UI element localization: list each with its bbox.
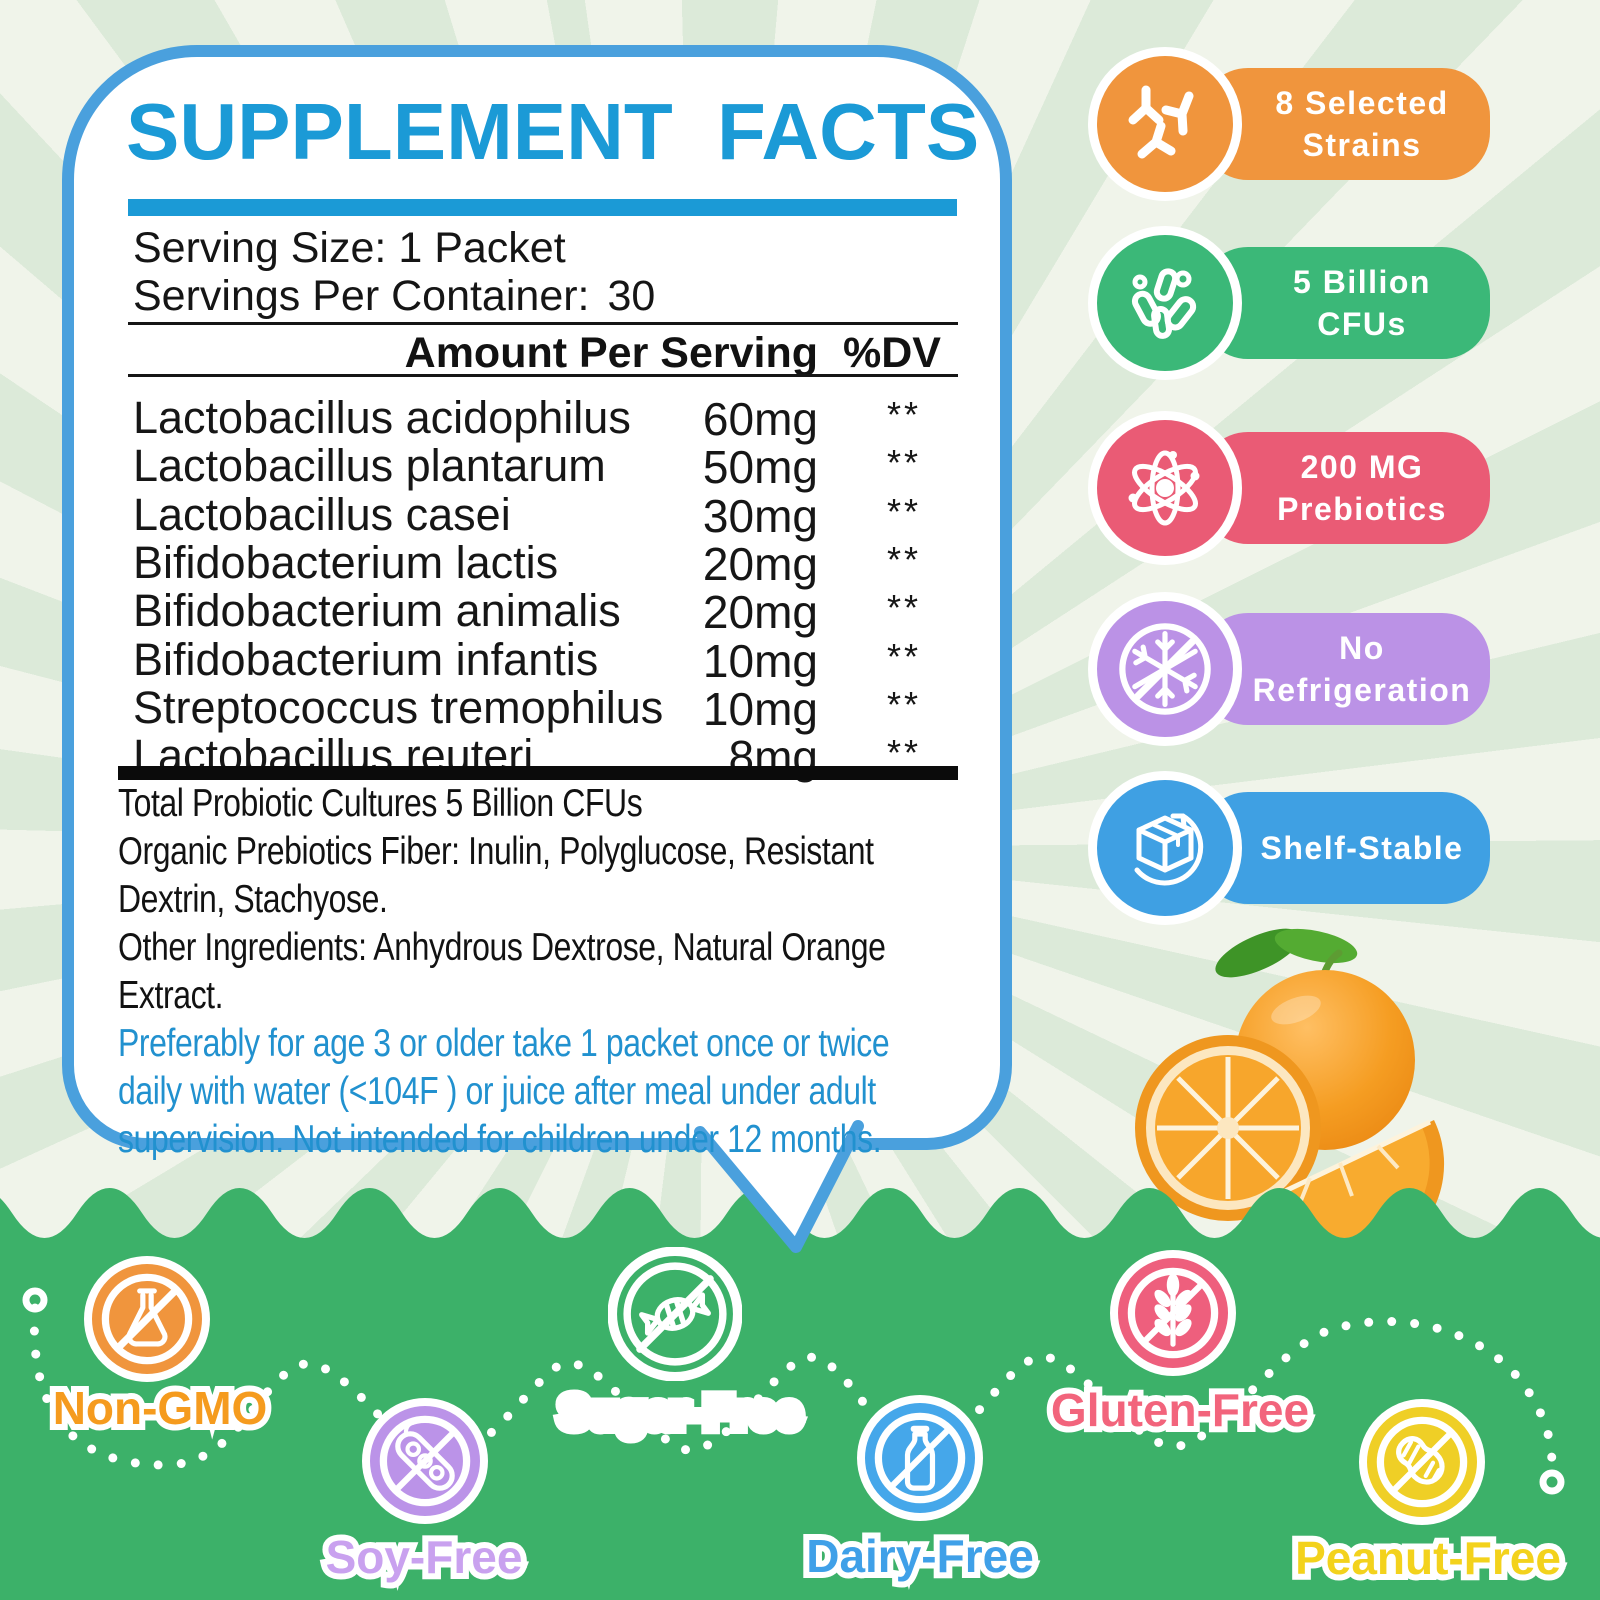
soy-free-badge: [362, 1398, 488, 1524]
thick-divider: [118, 766, 958, 780]
info-line: Total Probiotic Cultures 5 Billion CFUs: [118, 782, 643, 825]
directions-line: Preferably for age 3 or older take 1 pac…: [118, 1022, 890, 1065]
shelf-stable-box-icon: [1134, 813, 1204, 886]
ingredient-amount: 50mg: [702, 441, 818, 493]
dairy-free-label: Dairy-Free: [750, 1529, 1090, 1583]
pill-text: CFUs: [1317, 306, 1407, 342]
table-row: Bifidobacterium animalis 20mg **: [0, 585, 1000, 638]
ingredient-dv: **: [886, 636, 922, 677]
pill-text: 200 MG: [1300, 449, 1424, 485]
no-sugar-candy-icon: [608, 1247, 742, 1381]
ingredient-dv: **: [886, 491, 922, 532]
gluten-free-label: Gluten-Free: [1010, 1383, 1350, 1437]
ingredient-name: Bifidobacterium infantis: [133, 634, 599, 685]
amount-per-serving-header: Amount Per Serving: [404, 329, 818, 377]
ingredient-amount: 60mg: [702, 393, 818, 445]
sugar-free-label: Sugar-Free: [510, 1385, 850, 1439]
prebiotics-circle: [1088, 411, 1242, 565]
table-row: Bifidobacterium lactis 20mg **: [0, 537, 1000, 590]
pill-text: Prebiotics: [1277, 491, 1447, 527]
pill-text: Refrigeration: [1252, 672, 1472, 708]
ingredient-dv: **: [886, 539, 922, 580]
soy-free-label: Soy-Free: [254, 1530, 594, 1584]
ingredient-dv: **: [886, 442, 922, 483]
atom-icon: [1128, 450, 1200, 526]
no-soy-icon: [379, 1415, 471, 1507]
peanut-free-label: Peanut-Free: [1258, 1531, 1598, 1585]
non-gmo-badge: [84, 1256, 210, 1382]
directions-line: supervision. Not intended for children u…: [118, 1118, 882, 1161]
ingredient-dv: **: [886, 394, 922, 435]
table-row: Lactobacillus plantarum 50mg **: [0, 440, 1000, 493]
ingredient-amount: 20mg: [702, 586, 818, 638]
prebiotics-pill: 200 MG Prebiotics: [1200, 432, 1490, 544]
ingredient-name: Streptococcus tremophilus: [133, 682, 664, 733]
servings-value: 30: [607, 272, 656, 320]
strains-pill: 8 Selected Strains: [1200, 68, 1490, 180]
ingredient-name: Lactobacillus casei: [133, 489, 511, 540]
servings-per-container-line: Servings Per Container: 30: [133, 272, 655, 321]
info-line: Organic Prebiotics Fiber: Inulin, Polygl…: [118, 830, 874, 873]
serving-size-label: Serving Size:: [133, 224, 387, 272]
ingredient-dv: **: [886, 684, 922, 725]
pill-text: No: [1339, 630, 1385, 666]
divider: [128, 374, 958, 377]
ingredient-name: Bifidobacterium animalis: [133, 585, 621, 636]
info-line: Extract.: [118, 974, 224, 1017]
orange-leaves: [1215, 928, 1358, 984]
ingredient-amount: 10mg: [702, 683, 818, 735]
no-peanut-icon: [1376, 1416, 1468, 1508]
directions-line: daily with water (<104F ) or juice after…: [118, 1070, 876, 1113]
no-refrigeration-circle: [1088, 592, 1242, 746]
pill-text: Strains: [1302, 127, 1422, 163]
table-row: Lactobacillus acidophilus 60mg **: [0, 392, 1000, 445]
divider: [128, 322, 958, 325]
table-row: Lactobacillus casei 30mg **: [0, 489, 1000, 542]
serving-size-line: Serving Size: 1 Packet: [133, 224, 566, 273]
peanut-free-badge: [1359, 1399, 1485, 1525]
pill-text: 5 Billion: [1293, 264, 1431, 300]
bacteria-icon: [1131, 268, 1197, 339]
strains-circle: [1088, 47, 1242, 201]
serving-size-value: 1 Packet: [398, 224, 566, 272]
non-gmo-label: Non-GMO: [0, 1381, 330, 1435]
title-underline-bar: [128, 199, 957, 216]
half-orange: [1135, 1035, 1321, 1221]
table-row: Bifidobacterium infantis 10mg **: [0, 634, 1000, 687]
ingredient-amount: 10mg: [702, 635, 818, 687]
no-dairy-bottle-icon: [874, 1412, 966, 1504]
ingredient-name: Lactobacillus plantarum: [133, 440, 606, 491]
no-gmo-flask-icon: [101, 1273, 193, 1365]
no-gluten-wheat-icon: [1127, 1267, 1219, 1359]
no-refrigeration-snowflake-icon: [1119, 623, 1211, 715]
dv-header: %DV: [843, 329, 941, 377]
page-title: SUPPLEMENT FACTS: [126, 87, 980, 176]
ingredient-name: Lactobacillus acidophilus: [133, 392, 631, 443]
servings-label: Servings Per Container:: [133, 272, 590, 320]
dairy-free-badge: [857, 1395, 983, 1521]
ingredient-dv: **: [886, 587, 922, 628]
info-line: Other Ingredients: Anhydrous Dextrose, N…: [118, 926, 886, 969]
ingredient-amount: 20mg: [702, 538, 818, 590]
pill-text: Shelf-Stable: [1260, 830, 1464, 866]
ingredient-amount: 30mg: [702, 490, 818, 542]
supplement-facts-panel: [62, 45, 1012, 1150]
pill-text: 8 Selected: [1275, 85, 1449, 121]
cfus-pill: 5 Billion CFUs: [1200, 247, 1490, 359]
cfus-circle: [1088, 226, 1242, 380]
gluten-free-badge: [1110, 1250, 1236, 1376]
info-line: Dextrin, Stachyose.: [118, 878, 388, 921]
strains-icon: [1128, 85, 1194, 159]
sugar-free-badge: [608, 1247, 742, 1381]
shelf-stable-circle: [1088, 771, 1242, 925]
ingredient-name: Bifidobacterium lactis: [133, 537, 559, 588]
dotted-squiggle-line: [22, 1287, 1565, 1495]
shelf-stable-pill: Shelf-Stable: [1200, 792, 1490, 904]
table-row: Streptococcus tremophilus 10mg **: [0, 682, 1000, 735]
no-refrigeration-pill: No Refrigeration: [1200, 613, 1490, 725]
